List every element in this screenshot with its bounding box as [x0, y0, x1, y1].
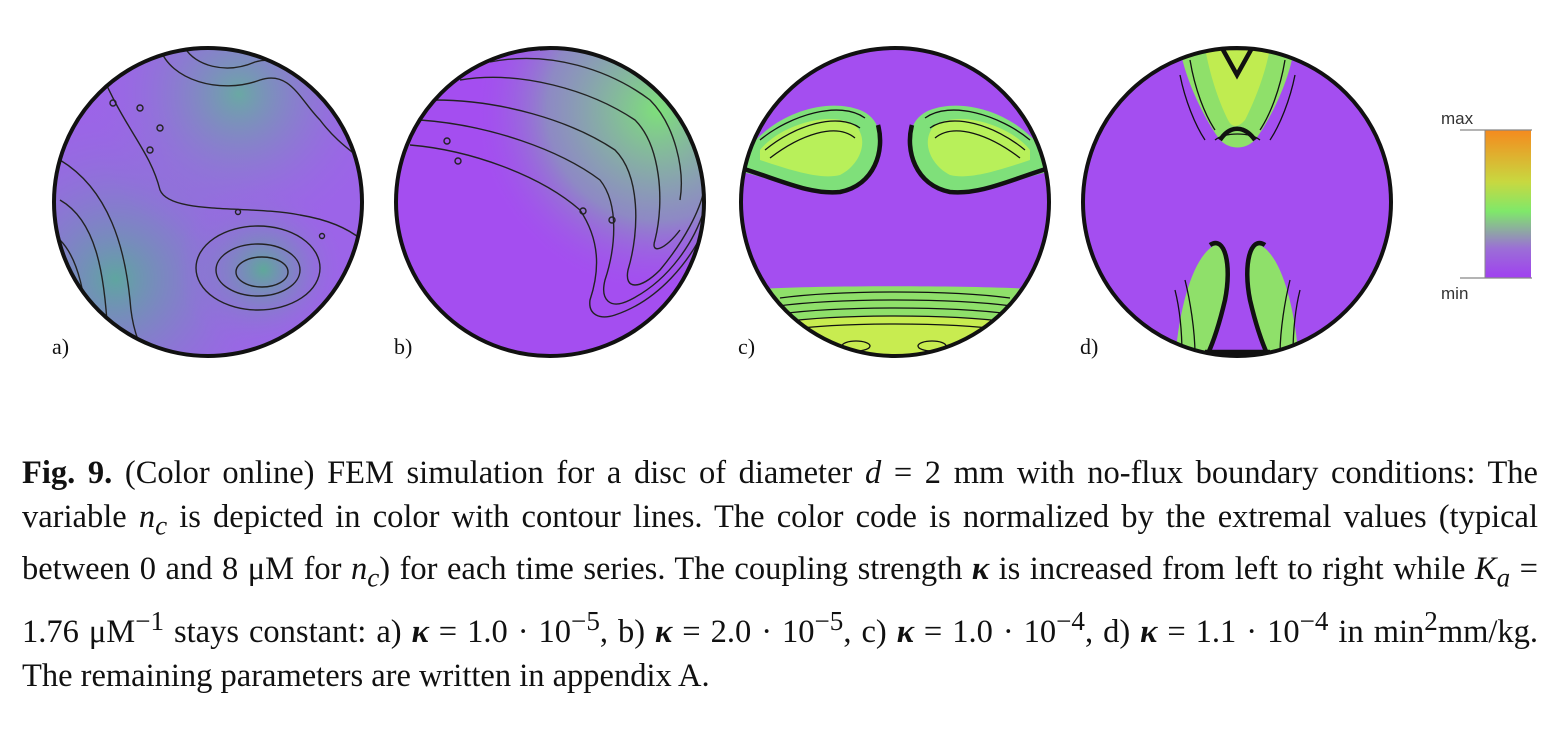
caption-symbol: K	[1474, 550, 1497, 587]
panel-d-field	[1083, 48, 1391, 356]
figure: a) b)	[52, 46, 1532, 359]
caption-exponent: −4	[1299, 606, 1329, 637]
caption-symbol: n	[350, 550, 368, 587]
caption-symbol: c	[367, 562, 380, 593]
caption-text: = 1.0 · 10	[913, 613, 1057, 650]
caption-text: = 2 mm with no-flux boundary conditions:…	[22, 455, 1538, 535]
panel-b-field	[396, 48, 704, 356]
caption-symbol: κ	[1140, 613, 1158, 650]
caption-symbol: d	[864, 455, 882, 491]
caption-symbol: n	[138, 498, 156, 535]
caption-text: = 2.0 · 10	[672, 613, 815, 650]
figure-caption: Fig. 9. (Color online) FEM simulation fo…	[22, 452, 1538, 698]
caption-symbol: a	[1496, 562, 1511, 593]
panel-a-label: a)	[52, 334, 69, 359]
panel-a: a)	[52, 46, 364, 359]
caption-symbol: κ	[411, 613, 429, 650]
caption-symbol: c	[155, 510, 168, 541]
caption-text: , c)	[843, 613, 897, 650]
caption-symbol: κ	[655, 613, 673, 650]
caption-text: is depicted in color with contour lines.…	[22, 498, 1538, 587]
panel-c: c)	[738, 46, 1051, 359]
caption-text: = 1.1 · 10	[1157, 613, 1300, 650]
caption-exponent: 2	[1424, 606, 1438, 637]
caption-text: in min	[1328, 613, 1425, 650]
caption-exponent: −1	[135, 606, 165, 637]
colorbar-max-label: max	[1441, 109, 1474, 128]
panel-b-label: b)	[394, 334, 412, 359]
colorbar-gradient	[1485, 130, 1531, 278]
caption-symbol: κ	[896, 613, 914, 650]
caption-exponent: −4	[1056, 606, 1085, 637]
panel-b-contours	[409, 48, 704, 318]
caption-text: = 1.76 μM	[22, 550, 1538, 650]
panel-d: d)	[1080, 46, 1393, 359]
panel-d-contours	[1174, 59, 1301, 356]
caption-text: is increased from left to right while	[989, 550, 1475, 587]
caption-label: Fig. 9.	[22, 455, 113, 491]
panel-a-field	[54, 48, 362, 356]
caption-exponent: −5	[814, 606, 844, 637]
caption-text: (Color online) FEM simulation for a disc…	[112, 455, 865, 491]
caption-text: = 1.0 · 10	[428, 613, 572, 650]
colorbar-min-label: min	[1441, 284, 1468, 303]
caption-symbol: κ	[971, 550, 990, 587]
caption-text: , b)	[599, 613, 656, 650]
figure-graphic: a) b)	[52, 46, 1532, 359]
colorbar: max min	[1441, 109, 1532, 303]
panel-b: b)	[394, 46, 706, 359]
caption-exponent: −5	[571, 606, 600, 637]
caption-text: ) for each time series. The coupling str…	[379, 550, 972, 587]
panel-c-field	[741, 48, 1049, 356]
caption-text: mm/kg. The remaining parameters are writ…	[22, 613, 1539, 694]
panel-d-label: d)	[1080, 334, 1098, 359]
panel-c-label: c)	[738, 334, 755, 359]
caption-text: , d)	[1084, 613, 1141, 650]
caption-text: stays constant: a)	[164, 613, 412, 650]
